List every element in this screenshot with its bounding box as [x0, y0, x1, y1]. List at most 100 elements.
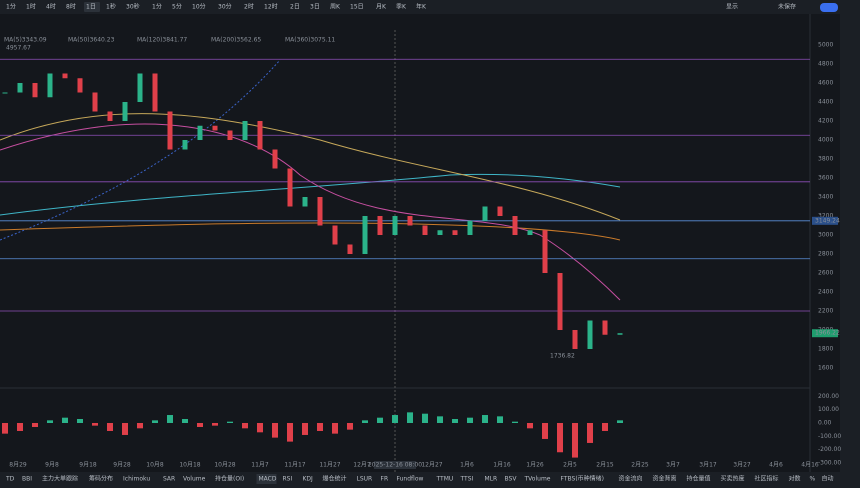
indicator-tab[interactable]: 资金背离 [653, 475, 677, 483]
interval[interactable]: 1日 [86, 4, 96, 11]
indicator-tab[interactable]: MACD [259, 476, 277, 483]
date-label: 3月27 [733, 462, 751, 469]
indicator-tab[interactable]: 社区指标 [755, 475, 779, 483]
candle [392, 216, 398, 235]
interval[interactable]: 周K [330, 4, 341, 11]
indicator-tab[interactable]: 对数 [789, 475, 801, 483]
candle [497, 206, 503, 216]
indicator-tab[interactable]: 买卖热度 [721, 475, 745, 483]
macd-bar [377, 417, 383, 423]
interval[interactable]: 1分 [6, 3, 16, 11]
candle [2, 92, 8, 94]
macd-tick: -300.00 [818, 459, 841, 466]
indicator-tab[interactable]: TTSI [460, 476, 474, 483]
macd-bar [452, 419, 458, 423]
date-label: 2月5 [563, 462, 577, 469]
sidebar [840, 14, 860, 488]
candle [287, 168, 293, 207]
interval[interactable]: 1秒 [106, 3, 116, 11]
indicator-tab[interactable]: TTMU [436, 476, 454, 483]
date-label: 2月25 [631, 462, 649, 469]
interval[interactable]: 12时 [264, 3, 278, 11]
interval[interactable]: 30分 [218, 3, 232, 11]
indicator-tab[interactable]: Volume [183, 476, 206, 483]
indicator-tab[interactable]: BSV [505, 476, 518, 483]
indicator-tab[interactable]: LSUR [357, 476, 373, 483]
candle [182, 140, 188, 150]
macd-bar [587, 423, 593, 443]
candle [617, 333, 623, 335]
interval[interactable]: 8时 [66, 3, 76, 11]
candle [452, 230, 458, 235]
unsaved[interactable]: 未保存 [778, 3, 796, 11]
price-tick: 2200 [818, 308, 833, 315]
interval[interactable]: 年K [416, 3, 427, 11]
date-label: 12月7 [353, 462, 371, 469]
candle [317, 197, 323, 226]
price-tick: 3400 [818, 194, 833, 201]
indicator-tab[interactable]: % [810, 476, 816, 483]
macd-bar [527, 423, 533, 429]
indicator-tab[interactable]: Ichimoku [123, 476, 150, 483]
active-interval [84, 2, 100, 12]
interval[interactable]: 4时 [46, 3, 56, 11]
candle [212, 125, 218, 131]
interval[interactable]: 10分 [192, 3, 206, 11]
display[interactable]: 显示 [726, 4, 738, 11]
macd-bar [467, 417, 473, 423]
candle [62, 73, 68, 79]
price-tick: 2800 [818, 251, 833, 258]
candle [272, 149, 278, 169]
indicator-tab[interactable]: MLR [485, 476, 498, 483]
date-label: 12月27 [421, 462, 442, 469]
high-label: 4957.67 [6, 45, 31, 52]
indicator-tab[interactable]: 自动 [822, 475, 834, 483]
candle [347, 244, 353, 254]
interval[interactable]: 30秒 [126, 3, 140, 11]
interval[interactable]: 2时 [244, 3, 254, 11]
interval[interactable]: 季K [396, 3, 407, 11]
indicator-tab[interactable]: RSI [283, 476, 293, 483]
indicator-tab[interactable]: SAR [163, 476, 175, 483]
macd-bar [47, 420, 53, 423]
candle [137, 73, 143, 102]
interval[interactable]: 1分 [152, 3, 162, 11]
indicator-tab[interactable]: KDJ [303, 476, 314, 483]
toolbar [0, 0, 860, 14]
interval[interactable]: 1时 [26, 3, 36, 11]
indicator-tab[interactable]: 爆仓统计 [323, 475, 347, 483]
indicator-tab[interactable]: BBI [22, 476, 32, 483]
macd-bar [407, 412, 413, 423]
indicator-tab[interactable]: 筹码分布 [89, 475, 113, 483]
interval[interactable]: 2日 [290, 4, 300, 11]
macd-bar [422, 413, 428, 423]
price-tick: 2400 [818, 289, 833, 296]
interval[interactable]: 5分 [172, 3, 182, 11]
interval[interactable]: 月K [376, 4, 387, 11]
interval[interactable]: 3日 [310, 4, 320, 11]
macd-bar [437, 416, 443, 423]
indicator-tab[interactable]: 主力大单跟踪 [42, 475, 78, 483]
primary-button[interactable] [820, 3, 838, 12]
macd-bar [167, 415, 173, 423]
indicator-tab[interactable]: TVolume [524, 476, 551, 483]
indicator-tab[interactable]: TD [5, 476, 15, 483]
price-tick: 3000 [818, 232, 833, 239]
date-label: 10月8 [146, 462, 164, 469]
indicator-tab[interactable]: 资金流向 [619, 475, 643, 483]
indicator-tab[interactable]: FTBS(币种情绪) [561, 475, 605, 483]
price-tick: 4400 [818, 99, 833, 106]
indicator-tab[interactable]: FR [381, 476, 389, 483]
active-tab [256, 474, 277, 484]
candle [242, 121, 248, 140]
date-label: 4月6 [769, 462, 783, 469]
indicator-tab[interactable]: Fundflow [397, 476, 424, 483]
indicator-tab[interactable]: 持仓量(OI) [215, 475, 244, 483]
tabbar [0, 472, 860, 488]
interval[interactable]: 15日 [350, 4, 364, 11]
ma-line [0, 222, 621, 241]
macd-bar [617, 420, 623, 423]
candle [362, 216, 368, 254]
indicator-tab[interactable]: 持仓量值 [687, 475, 711, 483]
